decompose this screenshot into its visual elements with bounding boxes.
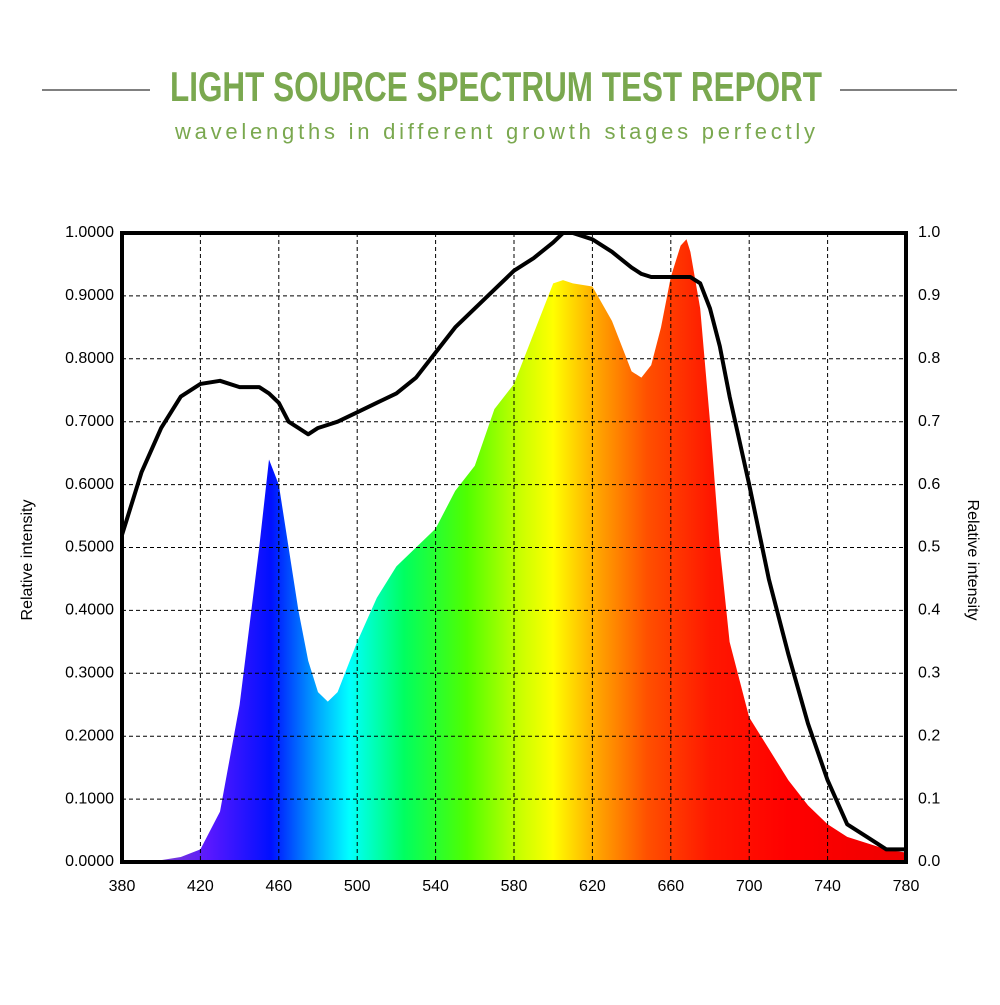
y2-axis-title: Relative intensity (964, 500, 981, 621)
x-tick-label: 460 (265, 878, 292, 895)
x-tick-label: 420 (187, 878, 214, 895)
y-axis-title: Relative intensity (19, 500, 36, 621)
y2-tick-label: 0.9 (918, 287, 940, 304)
y-tick-label: 0.9000 (65, 287, 114, 304)
y-tick-label: 0.2000 (65, 727, 114, 744)
y-tick-label: 0.6000 (65, 476, 114, 493)
x-tick-label: 380 (109, 878, 136, 895)
x-tick-label: 500 (344, 878, 371, 895)
y-tick-label: 0.0000 (65, 853, 114, 870)
y-tick-label: 0.3000 (65, 665, 114, 682)
y2-tick-label: 0.3 (918, 665, 940, 682)
y2-tick-label: 0.8 (918, 350, 940, 367)
x-tick-label: 740 (814, 878, 841, 895)
y-tick-label: 0.1000 (65, 790, 114, 807)
y2-tick-label: 0.7 (918, 413, 940, 430)
y2-tick-label: 0.2 (918, 727, 940, 744)
y-tick-label: 0.4000 (65, 602, 114, 619)
chart-subtitle: wavelengths in different growth stages p… (174, 119, 815, 144)
x-tick-label: 580 (501, 878, 528, 895)
y-tick-label: 1.0000 (65, 224, 114, 241)
x-tick-label: 660 (657, 878, 684, 895)
y2-tick-label: 0.1 (918, 790, 940, 807)
chart-title: LIGHT SOURCE SPECTRUM TEST REPORT (170, 63, 822, 110)
y2-tick-label: 0.6 (918, 476, 940, 493)
y-tick-label: 0.5000 (65, 539, 114, 556)
plot-area (122, 233, 906, 862)
y2-tick-label: 1.0 (918, 224, 940, 241)
line-series (122, 233, 906, 852)
x-tick-label: 780 (893, 878, 920, 895)
x-tick-label: 620 (579, 878, 606, 895)
y2-tick-label: 0.0 (918, 853, 940, 870)
y-tick-label: 0.7000 (65, 413, 114, 430)
y2-tick-label: 0.4 (918, 602, 940, 619)
y-tick-label: 0.8000 (65, 350, 114, 367)
x-tick-label: 540 (422, 878, 449, 895)
plot-frame (120, 231, 908, 864)
y2-tick-label: 0.5 (918, 539, 940, 556)
x-tick-label: 700 (736, 878, 763, 895)
